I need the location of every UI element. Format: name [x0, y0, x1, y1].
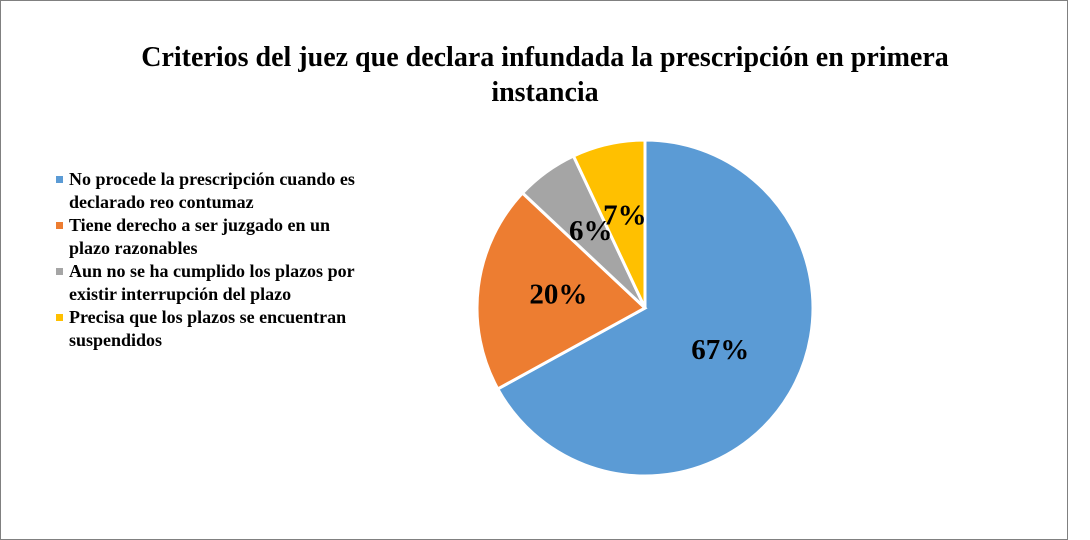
- pie-slice: [495, 138, 815, 478]
- legend-item: Precisa que los plazos se encuentran sus…: [55, 306, 375, 352]
- legend-swatch: [56, 176, 63, 183]
- data-label: 7%: [603, 199, 647, 231]
- legend-label: Aun no se ha cumplido los plazos por exi…: [69, 261, 355, 304]
- legend-swatch: [56, 222, 63, 229]
- legend-item: Tiene derecho a ser juzgado en un plazo …: [55, 214, 375, 260]
- data-label: 20%: [529, 279, 587, 311]
- plot: 67% 20% 6%7%: [475, 138, 815, 478]
- legend-label: No procede la prescripción cuando es dec…: [69, 169, 355, 212]
- chart: Criterios del juez que declara infundada…: [0, 0, 1068, 540]
- legend-swatch: [56, 268, 63, 275]
- pie-slice: [571, 138, 647, 309]
- legend: No procede la prescripción cuando es dec…: [55, 168, 375, 352]
- legend-item: Aun no se ha cumplido los plazos por exi…: [55, 260, 375, 306]
- legend-label: Tiene derecho a ser juzgado en un plazo …: [69, 215, 331, 258]
- pie-slice: [475, 190, 648, 391]
- data-label: 6%: [569, 215, 613, 247]
- data-label: 67%: [691, 334, 749, 366]
- chart-title: Criterios del juez que declara infundada…: [141, 42, 949, 108]
- legend-label: Precisa que los plazos se encuentran sus…: [69, 307, 347, 350]
- legend-item: No procede la prescripción cuando es dec…: [55, 168, 375, 214]
- legend-swatch: [56, 314, 63, 321]
